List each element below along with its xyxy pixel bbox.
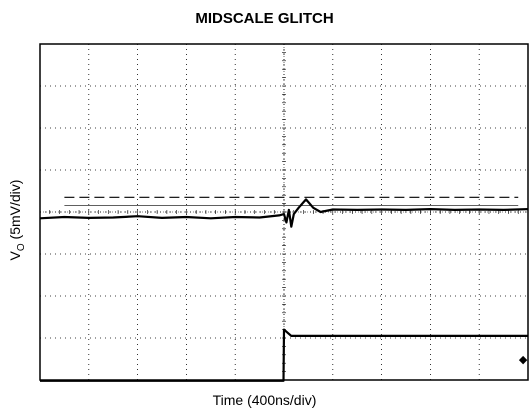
reference-lines [64,197,518,205]
trigger-marker: ◆ [519,354,528,366]
trace-trigger-signal [40,330,528,381]
